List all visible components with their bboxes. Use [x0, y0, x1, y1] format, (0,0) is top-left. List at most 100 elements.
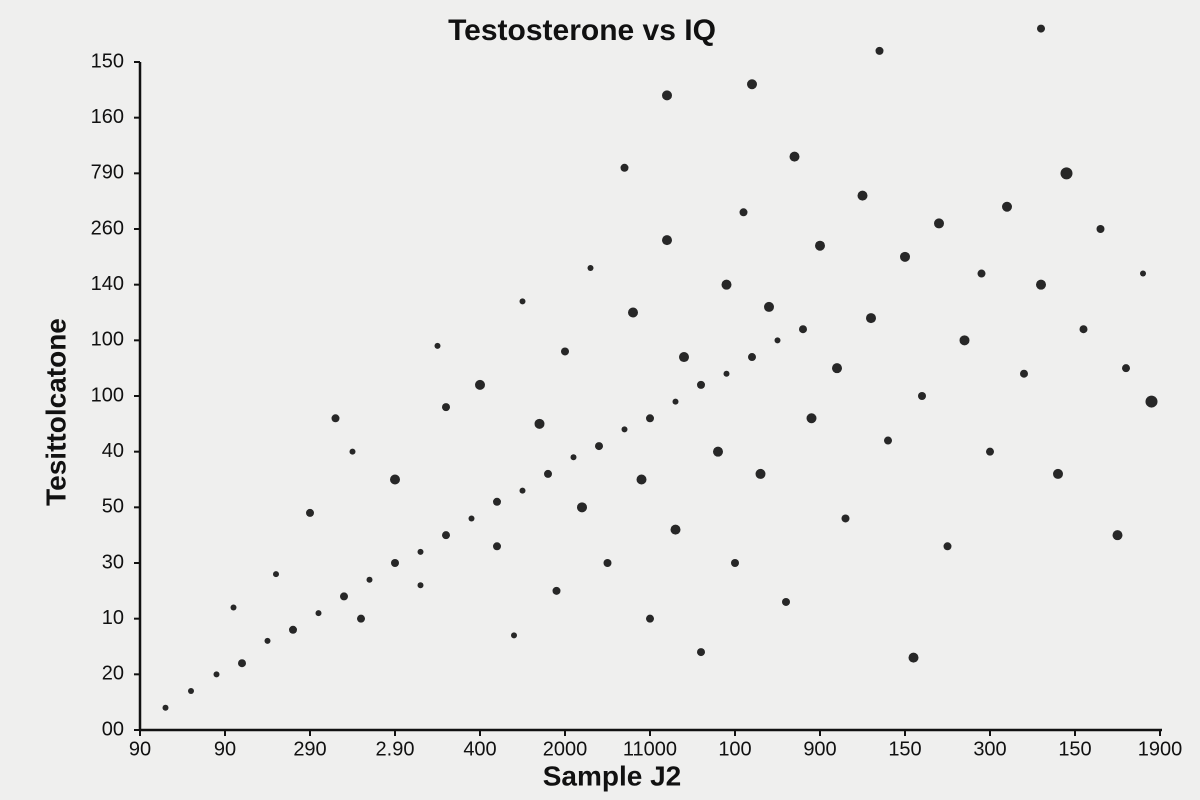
scatter-point [884, 436, 892, 445]
x-tick-label: 900 [803, 738, 836, 760]
x-tick-label: 1900 [1138, 738, 1183, 760]
scatter-point [662, 90, 672, 101]
scatter-point [832, 363, 842, 374]
scatter-point [587, 264, 594, 271]
scatter-point [697, 380, 705, 389]
scatter-point [799, 325, 807, 334]
scatter-point [755, 468, 766, 479]
scatter-point [723, 370, 730, 377]
scatter-point [442, 531, 450, 540]
scatter-point [857, 190, 868, 201]
scatter-point [162, 704, 169, 711]
scatter-point [934, 218, 944, 229]
scatter-point [748, 353, 756, 362]
scatter-point [986, 447, 994, 456]
scatter-point [331, 414, 340, 423]
scatter-point [570, 454, 577, 461]
scatter-point [1020, 369, 1028, 378]
y-tick-label: 100 [91, 384, 124, 406]
scatter-point [900, 251, 910, 262]
scatter-point [713, 446, 723, 457]
scatter-point [1002, 201, 1012, 212]
scatter-point [391, 559, 399, 567]
scatter-point [1145, 395, 1158, 408]
scatter-point [621, 426, 628, 433]
scatter-point [918, 392, 926, 400]
scatter-point [577, 502, 587, 513]
scatter-point [1112, 530, 1123, 541]
scatter-point [774, 337, 781, 344]
scatter-point [544, 469, 552, 478]
scatter-point [306, 508, 314, 517]
scatter-point [636, 474, 647, 485]
scatter-point [679, 352, 689, 363]
scatter-point [721, 279, 732, 290]
scatter-point [603, 559, 612, 567]
scatter-point [646, 614, 654, 623]
scatter-point [959, 335, 970, 346]
scatter-point [213, 671, 220, 678]
x-tick-label: 150 [1058, 738, 1091, 760]
scatter-point [646, 414, 654, 423]
scatter-point [789, 151, 800, 162]
scatter-point [815, 240, 825, 251]
scatter-point [366, 576, 373, 583]
scatter-point [841, 514, 850, 523]
scatter-point [315, 610, 322, 617]
scatter-point [782, 597, 790, 606]
scatter-point [417, 548, 424, 555]
scatter-point [534, 418, 545, 429]
scatter-point [434, 342, 441, 349]
scatter-point [1140, 270, 1146, 277]
scatter-point [519, 298, 526, 305]
chart-title: Testosterone vs IQ [448, 14, 716, 47]
scatter-point [875, 46, 884, 55]
y-tick-label: 30 [102, 551, 124, 573]
scatter-point [493, 542, 501, 551]
y-axis-label: Tesittolcatone [40, 318, 71, 506]
scatter-point [747, 79, 757, 90]
x-axis-label: Sample J2 [543, 760, 682, 791]
scatter-point [468, 515, 475, 522]
x-tick-label: 290 [293, 738, 326, 760]
scatter-point [977, 269, 986, 278]
x-tick-label: 400 [463, 738, 496, 760]
y-tick-label: 40 [102, 440, 124, 462]
scatter-point [238, 659, 246, 668]
scatter-point [662, 235, 672, 246]
x-tick-label: 90 [214, 738, 236, 760]
scatter-point [475, 379, 485, 390]
scatter-point [289, 625, 297, 634]
x-tick-label: 300 [973, 738, 1006, 760]
scatter-point [273, 571, 279, 578]
y-tick-label: 150 [91, 50, 124, 72]
y-tick-label: 10 [102, 607, 124, 629]
scatter-point [390, 474, 400, 485]
scatter-point [349, 448, 356, 455]
scatter-point [417, 582, 424, 589]
scatter-point [357, 614, 365, 623]
scatter-point [731, 559, 739, 567]
scatter-point [188, 688, 194, 695]
scatter-point [628, 307, 638, 318]
x-tick-label: 150 [888, 738, 921, 760]
y-tick-label: 20 [102, 663, 124, 685]
y-tick-label: 00 [102, 718, 124, 740]
scatter-point [764, 301, 774, 312]
scatter-point [1053, 468, 1063, 479]
scatter-point [670, 524, 681, 535]
scatter-point [739, 208, 748, 217]
scatter-point [672, 398, 679, 405]
y-tick-label: 160 [91, 106, 124, 128]
x-tick-label: 2000 [543, 738, 588, 760]
scatter-point [1079, 325, 1088, 334]
y-tick-label: 260 [91, 217, 124, 239]
scatter-point [552, 586, 561, 595]
y-tick-label: 100 [91, 329, 124, 351]
scatter-point [561, 347, 569, 356]
scatter-point [1037, 24, 1045, 33]
scatter-point [866, 313, 876, 324]
y-tick-label: 140 [91, 273, 124, 295]
x-tick-label: 2.90 [376, 738, 415, 760]
